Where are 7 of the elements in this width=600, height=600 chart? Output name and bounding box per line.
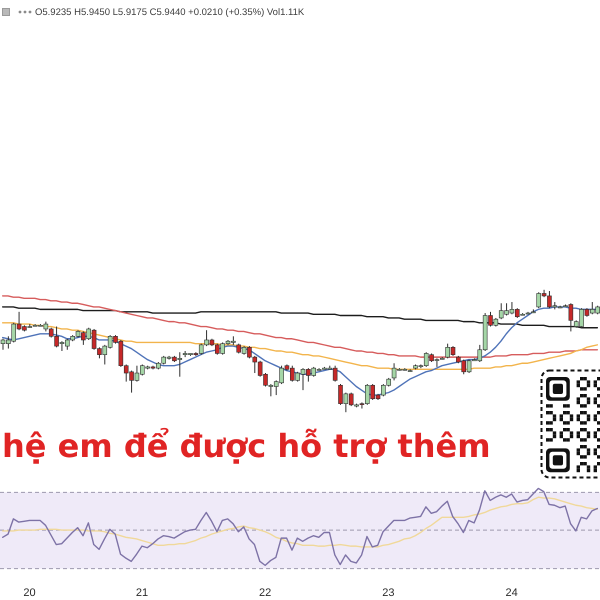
x-tick-label: 24 <box>505 587 518 599</box>
text: hệ em để được hỗ trợ thêm <box>2 427 491 465</box>
x-tick-label: 22 <box>259 587 272 599</box>
x-tick-label: 21 <box>136 587 148 599</box>
chart-title: O5.9235 H5.9450 L5.9175 C5.9440 +0.0210 (+0.35%) Vol1.11K <box>35 6 304 18</box>
x-tick-label: 23 <box>382 587 395 599</box>
x-tick-label: 20 <box>23 587 36 599</box>
